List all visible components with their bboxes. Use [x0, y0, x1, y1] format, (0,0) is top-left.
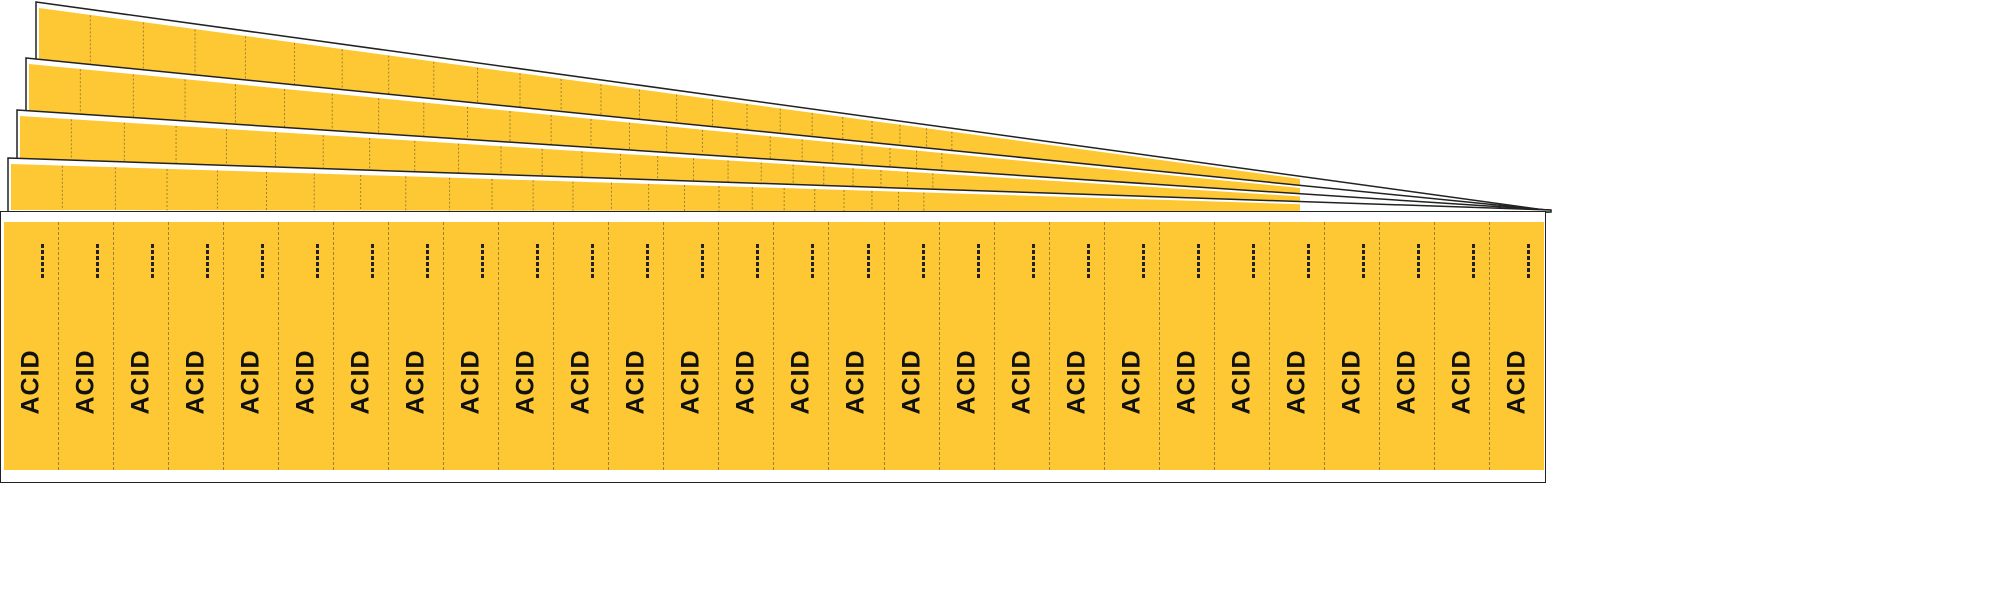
- back-sheet-label-strip: [39, 8, 1300, 188]
- fine-print: [811, 244, 815, 278]
- fine-print: [921, 244, 925, 278]
- back-sheet-label-strip: [29, 64, 1300, 196]
- pipe-marker-label: ACID: [1160, 222, 1215, 470]
- pipe-marker-label: ACID: [774, 222, 830, 470]
- pipe-marker-label: ACID: [829, 222, 885, 470]
- fine-print: [1031, 244, 1035, 278]
- label-text: ACID: [456, 349, 485, 415]
- pipe-marker-label: ACID: [389, 222, 445, 470]
- label-text: ACID: [236, 349, 265, 415]
- pipe-marker-label: ACID: [1105, 222, 1160, 470]
- pipe-marker-label: ACID: [554, 222, 610, 470]
- front-label-sheet: ACID ACID ACID ACID ACID ACID ACID ACID ACID ACID…: [0, 211, 1546, 483]
- label-text: ACID: [1062, 349, 1091, 415]
- back-sheet-label-strip: [11, 164, 1300, 212]
- pipe-marker-label: ACID: [1380, 222, 1435, 470]
- label-text: ACID: [1007, 349, 1036, 415]
- label-text: ACID: [676, 349, 705, 415]
- fine-print: [316, 244, 320, 278]
- pipe-marker-label: ACID: [499, 222, 555, 470]
- label-strip: ACID ACID ACID ACID ACID ACID ACID ACID ACID ACID…: [4, 222, 1544, 470]
- back-sheet-label-strip: [20, 116, 1300, 204]
- fine-print: [1306, 244, 1310, 278]
- fine-print: [646, 244, 650, 278]
- label-text: ACID: [401, 349, 430, 415]
- pipe-marker-label: ACID: [114, 222, 170, 470]
- fine-print: [591, 244, 595, 278]
- fine-print: [1416, 244, 1420, 278]
- label-text: ACID: [1227, 349, 1256, 415]
- label-text: ACID: [1117, 349, 1146, 415]
- label-text: ACID: [1392, 349, 1421, 415]
- label-text: ACID: [731, 349, 760, 415]
- pipe-marker-label: ACID: [279, 222, 335, 470]
- fine-print: [866, 244, 870, 278]
- fine-print: [41, 244, 45, 278]
- pipe-marker-label: ACID: [59, 222, 115, 470]
- label-text: ACID: [511, 349, 540, 415]
- label-text: ACID: [952, 349, 981, 415]
- pipe-marker-label: ACID: [885, 222, 940, 470]
- fine-print: [261, 244, 265, 278]
- pipe-marker-label: ACID: [1050, 222, 1105, 470]
- fine-print: [481, 244, 485, 278]
- fine-print: [96, 244, 100, 278]
- fine-print: [151, 244, 155, 278]
- pipe-marker-label: ACID: [169, 222, 225, 470]
- fine-print: [1471, 244, 1475, 278]
- pipe-marker-label: ACID: [444, 222, 500, 470]
- pipe-marker-label: ACID: [664, 222, 720, 470]
- label-text: ACID: [621, 349, 650, 415]
- label-text: ACID: [1502, 349, 1531, 415]
- fine-print: [1086, 244, 1090, 278]
- fine-print: [976, 244, 980, 278]
- pipe-marker-label: ACID: [940, 222, 995, 470]
- label-text: ACID: [181, 349, 210, 415]
- label-text: ACID: [16, 349, 45, 415]
- label-text: ACID: [841, 349, 870, 415]
- label-text: ACID: [1447, 349, 1476, 415]
- label-text: ACID: [566, 349, 595, 415]
- label-text: ACID: [1172, 349, 1201, 415]
- pipe-marker-label: ACID: [1215, 222, 1270, 470]
- label-text: ACID: [1337, 349, 1366, 415]
- label-text: ACID: [346, 349, 375, 415]
- pipe-marker-label: ACID: [995, 222, 1050, 470]
- label-text: ACID: [291, 349, 320, 415]
- label-text: ACID: [126, 349, 155, 415]
- label-text: ACID: [1282, 349, 1311, 415]
- fine-print: [756, 244, 760, 278]
- fine-print: [426, 244, 430, 278]
- pipe-marker-label: ACID: [1435, 222, 1490, 470]
- fine-print: [701, 244, 705, 278]
- pipe-marker-label: ACID: [609, 222, 665, 470]
- label-text: ACID: [897, 349, 926, 415]
- fine-print: [1196, 244, 1200, 278]
- fine-print: [371, 244, 375, 278]
- fine-print: [1251, 244, 1255, 278]
- fine-print: [206, 244, 210, 278]
- label-text: ACID: [786, 349, 815, 415]
- fine-print: [1526, 244, 1530, 278]
- pipe-marker-label: ACID: [1325, 222, 1380, 470]
- pipe-marker-label: ACID: [224, 222, 280, 470]
- pipe-marker-label: ACID: [334, 222, 390, 470]
- pipe-marker-label: ACID: [719, 222, 775, 470]
- fine-print: [1141, 244, 1145, 278]
- fine-print: [1361, 244, 1365, 278]
- fine-print: [536, 244, 540, 278]
- label-text: ACID: [71, 349, 100, 415]
- pipe-marker-label: ACID: [1270, 222, 1325, 470]
- pipe-marker-label: ACID: [1490, 222, 1544, 470]
- pipe-marker-label: ACID: [4, 222, 60, 470]
